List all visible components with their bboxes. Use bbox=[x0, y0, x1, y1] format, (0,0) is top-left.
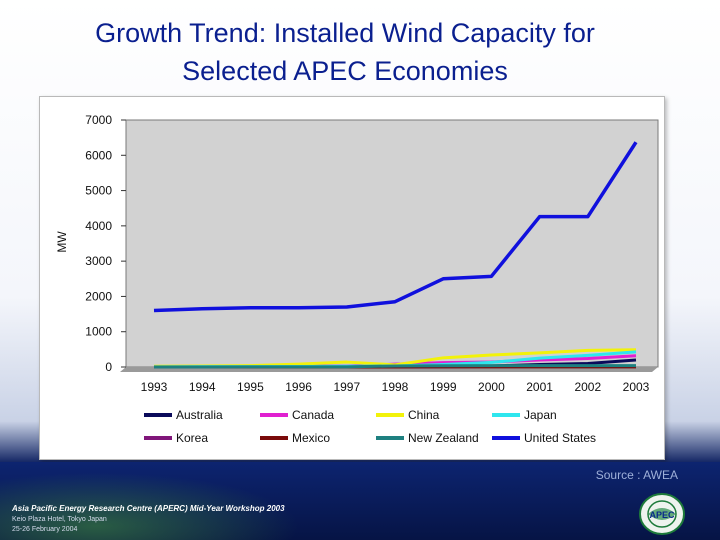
y-tick-label: 2000 bbox=[85, 289, 112, 303]
y-tick-label: 7000 bbox=[85, 113, 112, 127]
line-chart: 0 1000 2000 3000 4000 5000 6000 7000 MW 1993 1994 1… bbox=[55, 113, 659, 445]
x-tick-label: 2003 bbox=[623, 380, 650, 394]
legend-label: Japan bbox=[524, 408, 557, 422]
x-tick-label: 1999 bbox=[430, 380, 457, 394]
y-axis-label: MW bbox=[55, 231, 69, 253]
legend-label: Canada bbox=[292, 408, 334, 422]
footer-organization: Asia Pacific Energy Research Centre (APE… bbox=[12, 504, 285, 513]
y-tick-label: 5000 bbox=[85, 184, 112, 198]
y-tick-label: 1000 bbox=[85, 325, 112, 339]
footer-bar bbox=[0, 462, 720, 540]
y-tick-label: 4000 bbox=[85, 219, 112, 233]
chart-container: 0 1000 2000 3000 4000 5000 6000 7000 MW 1993 1994 1… bbox=[39, 96, 665, 460]
y-tick-label: 3000 bbox=[85, 254, 112, 268]
series-line-new-zealand bbox=[154, 364, 636, 369]
apec-logo-text: APEC bbox=[649, 510, 675, 520]
x-tick-label: 1998 bbox=[382, 380, 409, 394]
slide-title-line-1: Growth Trend: Installed Wind Capacity fo… bbox=[95, 18, 595, 48]
x-tick-label: 1996 bbox=[285, 380, 312, 394]
slide-title: Growth Trend: Installed Wind Capacity fo… bbox=[0, 14, 690, 90]
series-line-united-states bbox=[153, 141, 638, 313]
slide-title-line-2: Selected APEC Economies bbox=[182, 56, 508, 86]
footer-decoration bbox=[0, 472, 300, 540]
legend-label: Mexico bbox=[292, 431, 330, 445]
x-tick-label: 2000 bbox=[478, 380, 505, 394]
legend-label: Korea bbox=[176, 431, 208, 445]
plot-area bbox=[125, 119, 659, 368]
x-tick-label: 2002 bbox=[574, 380, 601, 394]
x-tick-label: 1997 bbox=[333, 380, 360, 394]
legend-label: United States bbox=[524, 431, 596, 445]
legend-label: New Zealand bbox=[408, 431, 479, 445]
x-tick-label: 1994 bbox=[189, 380, 216, 394]
x-tick-label: 1993 bbox=[141, 380, 168, 394]
footer-venue: Keio Plaza Hotel, Tokyo Japan bbox=[12, 516, 107, 523]
y-tick-label: 6000 bbox=[85, 148, 112, 162]
legend-label: Australia bbox=[176, 408, 223, 422]
source-note: Source : AWEA bbox=[595, 468, 678, 482]
apec-logo-icon: APEC bbox=[639, 493, 685, 535]
x-tick-label: 2001 bbox=[526, 380, 553, 394]
legend-label: China bbox=[408, 408, 440, 422]
y-tick-label: 0 bbox=[105, 360, 112, 374]
footer-date: 25-26 February 2004 bbox=[12, 526, 78, 533]
x-tick-label: 1995 bbox=[237, 380, 264, 394]
